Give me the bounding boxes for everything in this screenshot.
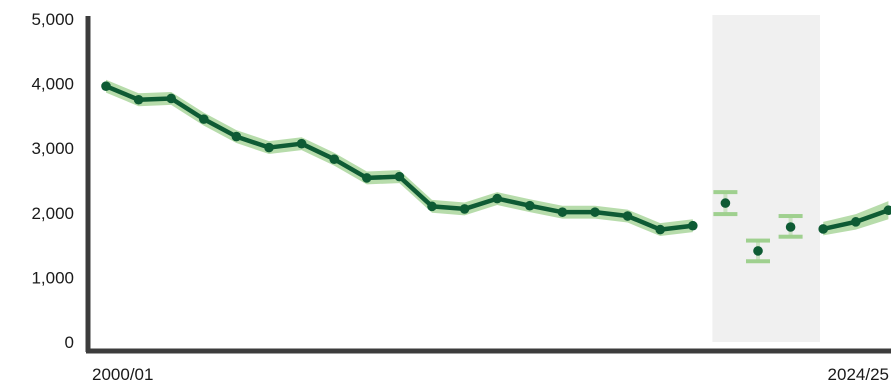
x-tick-label-1: 2000/01 <box>92 365 153 382</box>
data-point-1-12 <box>459 204 470 214</box>
data-point-1-16 <box>590 207 600 217</box>
data-point-1-1 <box>101 81 111 91</box>
interval-point-1 <box>720 198 731 208</box>
data-point-2-1 <box>818 224 828 234</box>
y-tick-label-3: 3,000 <box>31 139 74 158</box>
interval-point-2 <box>753 246 763 256</box>
data-point-1-17 <box>622 211 633 221</box>
data-point-2-3 <box>883 205 891 216</box>
data-point-1-6 <box>264 142 274 153</box>
interval-cap-high-2 <box>746 238 770 243</box>
x-tick-label-2: 2024/25 <box>828 365 889 382</box>
data-point-1-3 <box>166 93 176 104</box>
y-tick-label-layer: 0 1,000 2,000 3,000 4,000 5,000 <box>31 10 74 352</box>
shaded-period <box>712 15 820 342</box>
x-tick-label-layer: 2000/01 2024/25 <box>92 365 889 382</box>
y-tick-label-0: 0 <box>65 333 74 352</box>
interval-cap-high-3 <box>778 214 803 219</box>
y-tick-label-2: 2,000 <box>31 204 74 223</box>
interval-point-3 <box>785 222 796 232</box>
y-tick-label-5: 5,000 <box>31 10 74 29</box>
data-point-1-5 <box>231 131 242 142</box>
data-point-1-9 <box>362 173 372 183</box>
interval-cap-low-3 <box>778 234 803 239</box>
interval-cap-low-2 <box>746 259 770 264</box>
data-point-1-18 <box>655 224 665 235</box>
data-point-2-2 <box>851 217 861 227</box>
data-point-1-14 <box>525 200 535 211</box>
y-tick-label-1: 1,000 <box>31 268 74 287</box>
y-tick-label-4: 4,000 <box>31 75 74 94</box>
data-point-1-8 <box>329 154 340 164</box>
data-point-layer <box>101 81 891 256</box>
shaded-period-layer <box>712 15 820 342</box>
interval-cap-high-1 <box>713 190 738 195</box>
interval-cap-low-1 <box>713 212 738 217</box>
data-point-1-15 <box>557 207 568 217</box>
axes-layer <box>85 16 891 354</box>
data-point-1-11 <box>427 201 437 212</box>
data-point-1-19 <box>688 220 698 231</box>
data-point-1-4 <box>199 114 209 124</box>
data-point-1-13 <box>492 193 503 204</box>
data-point-1-7 <box>296 138 307 149</box>
data-point-1-10 <box>394 171 405 182</box>
data-point-1-2 <box>133 94 144 105</box>
